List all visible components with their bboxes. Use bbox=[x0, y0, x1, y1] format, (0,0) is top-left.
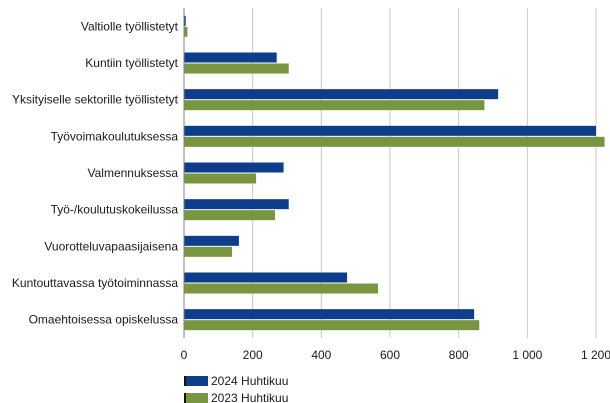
bar-series-1 bbox=[184, 235, 239, 246]
bar-series-1 bbox=[184, 199, 289, 210]
bar-series-2 bbox=[184, 26, 188, 37]
bar-series-2 bbox=[184, 100, 485, 111]
category-label: Työ-/koulutuskokeilussa bbox=[51, 203, 179, 217]
bar-series-1 bbox=[184, 162, 284, 173]
category-labels: Valtiolle työllistetyt Kuntiin työllistet… bbox=[12, 19, 179, 326]
x-tick-label: 1 000 bbox=[512, 348, 542, 362]
category-label: Kuntiin työllistetyt bbox=[85, 56, 178, 70]
bar-series-1 bbox=[184, 309, 475, 320]
legend-swatch-edge bbox=[184, 376, 186, 386]
x-tick-label: 600 bbox=[380, 348, 400, 362]
category-label: Työvoimakoulutuksessa bbox=[51, 129, 179, 143]
x-tick-label: 0 bbox=[181, 348, 188, 362]
category-label: Vuorotteluvapaasijaisena bbox=[44, 239, 178, 253]
category-label: Yksityiselle sektorille työllistetyt bbox=[12, 93, 179, 107]
bar-series-1 bbox=[184, 52, 277, 63]
legend-swatch-edge bbox=[184, 393, 186, 403]
x-tick-label: 800 bbox=[449, 348, 469, 362]
x-tick-labels: 0 200 400 600 800 1 000 1 200 bbox=[181, 348, 610, 362]
category-label: Omaehtoisessa opiskelussa bbox=[29, 313, 179, 327]
bar-series-1 bbox=[184, 89, 499, 100]
bar-series-2 bbox=[184, 320, 480, 331]
bar-series-2 bbox=[184, 173, 257, 184]
bar-series-2 bbox=[184, 246, 233, 257]
x-tick-label: 400 bbox=[311, 348, 331, 362]
x-tick-label: 1 200 bbox=[581, 348, 610, 362]
bars bbox=[184, 15, 605, 331]
category-label: Valmennuksessa bbox=[88, 166, 179, 180]
legend: 2024 Huhtikuu 2023 Huhtikuu bbox=[184, 374, 288, 403]
gridlines bbox=[252, 8, 597, 338]
x-tick-label: 200 bbox=[243, 348, 263, 362]
bar-series-2 bbox=[184, 136, 605, 147]
bar-series-2 bbox=[184, 283, 378, 294]
legend-swatch bbox=[184, 376, 208, 386]
bar-series-2 bbox=[184, 63, 289, 74]
legend-label: 2024 Huhtikuu bbox=[211, 374, 288, 388]
bar-series-1 bbox=[184, 15, 186, 26]
bar-series-1 bbox=[184, 272, 348, 283]
category-label: Kuntouttavassa työtoiminnassa bbox=[12, 276, 178, 290]
bar-series-2 bbox=[184, 210, 275, 221]
category-label: Valtiolle työllistetyt bbox=[81, 19, 179, 33]
bar-series-1 bbox=[184, 125, 596, 136]
legend-label: 2023 Huhtikuu bbox=[211, 391, 288, 403]
legend-swatch bbox=[184, 393, 208, 403]
